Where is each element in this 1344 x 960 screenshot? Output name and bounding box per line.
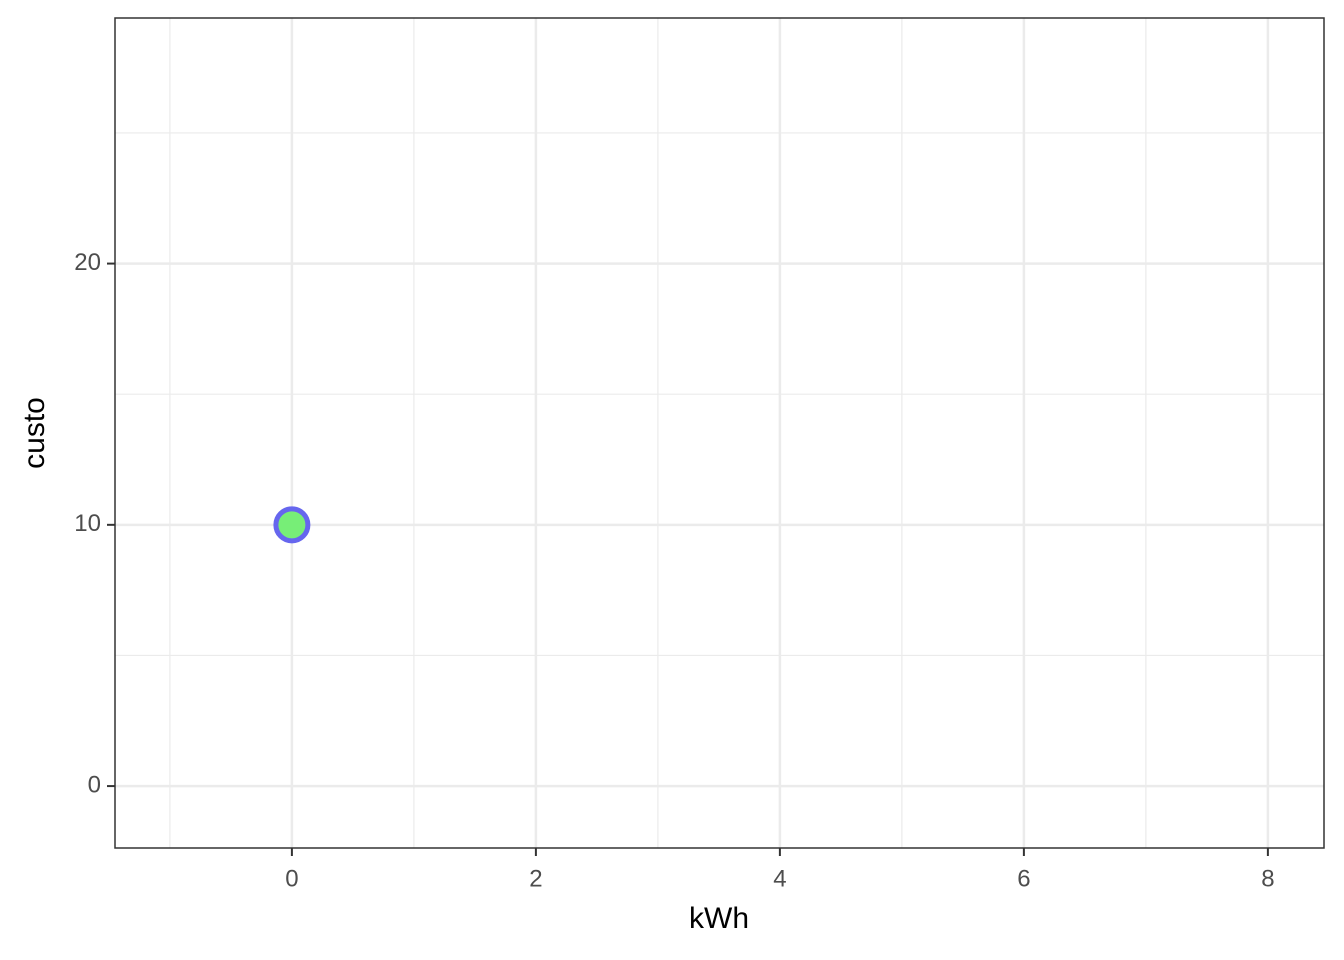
x-axis-label: kWh <box>689 902 749 935</box>
y-axis-label: custo <box>18 397 51 469</box>
x-tick-label: 0 <box>285 865 298 892</box>
y-tick-label: 20 <box>74 249 101 276</box>
x-tick-label: 6 <box>1017 865 1030 892</box>
panel <box>115 18 1324 848</box>
panel-border <box>114 17 1325 849</box>
y-tick-label: 10 <box>74 510 101 537</box>
x-tick-label: 2 <box>529 865 542 892</box>
x-tick-label: 4 <box>773 865 786 892</box>
x-tick-label: 8 <box>1261 865 1274 892</box>
point <box>273 506 311 544</box>
y-tick-label: 0 <box>88 771 101 798</box>
